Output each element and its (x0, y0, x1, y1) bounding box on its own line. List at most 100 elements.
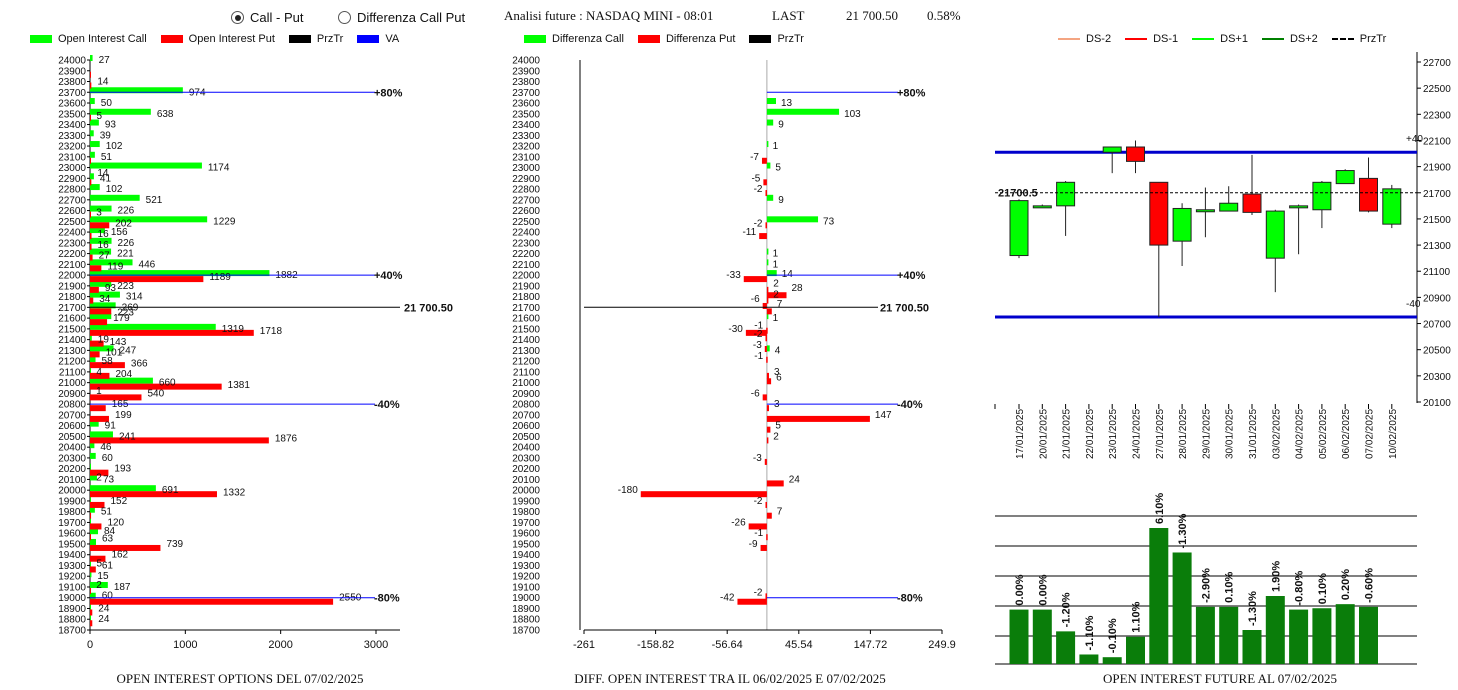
diff-y-tick-label: 19600 (512, 529, 540, 540)
diff-put-bar (766, 426, 771, 433)
fut-bar-label: -0.60% (1364, 568, 1376, 603)
diff-call-bar (766, 194, 774, 201)
candle-body (1195, 209, 1215, 213)
footer-left: OPEN INTEREST OPTIONS DEL 07/02/2025 (116, 671, 364, 686)
diff-put-bar (766, 512, 772, 519)
oi-data-label: 51 (101, 507, 113, 518)
oi-call-bar (90, 377, 153, 384)
legend-label: Open Interest Call (58, 33, 147, 45)
oi-y-tick-label: 21800 (58, 292, 86, 303)
oi-va-label: -40% (374, 399, 400, 411)
fut-bar-label: -0.10% (1107, 618, 1119, 653)
fut-bar-label: 0.20% (1340, 569, 1352, 600)
diff-data-label: -3 (753, 340, 762, 351)
radio-call-put[interactable]: Call - Put (231, 10, 303, 25)
candle-body (1335, 170, 1355, 185)
candle-band-label: -40 (1406, 299, 1421, 310)
diff-data-label: -6 (751, 294, 760, 305)
oi-data-label: 2 (96, 580, 102, 591)
legend-label: Differenza Call (552, 33, 624, 45)
oi-data-label: 91 (105, 421, 117, 432)
candle-y-tick-label: 20700 (1423, 320, 1451, 331)
legend-item-oi-put: Open Interest Put (160, 33, 275, 45)
diff-data-label: 1 (773, 313, 779, 324)
oi-data-label: 39 (100, 130, 112, 141)
oi-call-bar (90, 431, 113, 438)
diff-y-tick-label: 19000 (512, 593, 540, 604)
oi-y-tick-label: 20200 (58, 464, 86, 475)
diff-put-bar (765, 501, 767, 508)
oi-call-bar (90, 474, 97, 481)
legend-right: DS-2 DS-1 DS+1 DS+2 PrzTr (1058, 33, 1400, 45)
oi-data-label: 58 (102, 356, 114, 367)
oi-y-tick-label: 20300 (58, 453, 86, 464)
oi-y-tick-label: 23400 (58, 120, 86, 131)
diff-data-label: -2 (754, 184, 763, 195)
oi-y-tick-label: 22000 (58, 271, 86, 282)
diff-va-label: -40% (897, 399, 923, 411)
oi-data-label: 638 (157, 109, 174, 120)
oi-call-bar (90, 141, 100, 148)
fut-bar-label: -1.20% (1061, 592, 1073, 627)
oi-data-label: 60 (102, 591, 114, 602)
legend-item-oi-call: Open Interest Call (30, 33, 147, 45)
diff-y-tick-label: 21700 (512, 303, 540, 314)
oi-put-bar (90, 351, 100, 358)
legend-item-przTr-mid: PrzTr (749, 33, 804, 45)
oi-y-tick-label: 19100 (58, 582, 86, 593)
diff-call-bar (766, 313, 769, 320)
legend-item-diff-call: Differenza Call (524, 33, 624, 45)
candle-price-label: 21700.5 (998, 188, 1038, 200)
diff-y-tick-label: 19300 (512, 561, 540, 572)
diff-put-bar (766, 356, 768, 363)
diff-y-tick-label: 20900 (512, 389, 540, 400)
diff-y-tick-label: 21200 (512, 357, 540, 368)
diff-data-label: 5 (775, 163, 781, 174)
diff-data-label: -33 (726, 270, 741, 281)
oi-y-tick-label: 21600 (58, 314, 86, 325)
diff-y-tick-label: 19900 (512, 496, 540, 507)
candle-body (1126, 146, 1145, 162)
diff-data-label: 147 (875, 410, 892, 421)
oi-put-bar (90, 523, 102, 530)
diff-va-label: -80% (897, 593, 923, 605)
oi-call-bar (90, 614, 91, 621)
oi-call-bar (90, 151, 95, 158)
diff-y-tick-label: 19100 (512, 582, 540, 593)
diff-y-tick-label: 21100 (513, 367, 541, 378)
diff-data-label: 4 (775, 345, 781, 356)
diff-call-bar (766, 119, 774, 126)
oi-put-bar (90, 620, 93, 627)
fut-bar (1312, 608, 1332, 664)
oi-y-tick-label: 21200 (58, 357, 86, 368)
oi-call-bar (90, 560, 91, 567)
legend-label: DS+2 (1289, 33, 1318, 45)
oi-data-label: 3 (96, 208, 102, 219)
oi-data-label: 50 (101, 98, 113, 109)
oi-y-tick-label: 24000 (58, 56, 86, 67)
oi-y-tick-label: 22800 (58, 185, 86, 196)
candle-y-tick-label: 20100 (1423, 398, 1451, 409)
oi-y-tick-label: 23700 (58, 88, 86, 99)
candle-body (1265, 210, 1285, 259)
diff-y-tick-label: 21900 (512, 281, 540, 292)
oi-call-bar (90, 291, 120, 298)
diff-put-bar (760, 544, 767, 551)
diff-call-bar (766, 259, 769, 266)
diff-y-tick-label: 23300 (512, 131, 540, 142)
oi-data-label: 143 (110, 337, 127, 348)
oi-y-tick-label: 19800 (58, 507, 86, 518)
radio-diff-call-put[interactable]: Differenza Call Put (338, 10, 465, 25)
diff-data-label: 1 (773, 259, 779, 270)
diff-y-tick-label: 23500 (512, 109, 540, 120)
oi-data-label: 84 (104, 526, 116, 537)
oi-call-bar (90, 119, 99, 126)
oi-x-tick-label: 0 (87, 639, 93, 651)
oi-call-bar (90, 194, 140, 201)
oi-y-tick-label: 23800 (58, 77, 86, 88)
diff-y-tick-label: 18700 (512, 626, 540, 637)
fut-bar-label: 0.00% (1037, 574, 1049, 605)
oi-y-tick-label: 19900 (58, 496, 86, 507)
fut-bar (1172, 552, 1192, 664)
